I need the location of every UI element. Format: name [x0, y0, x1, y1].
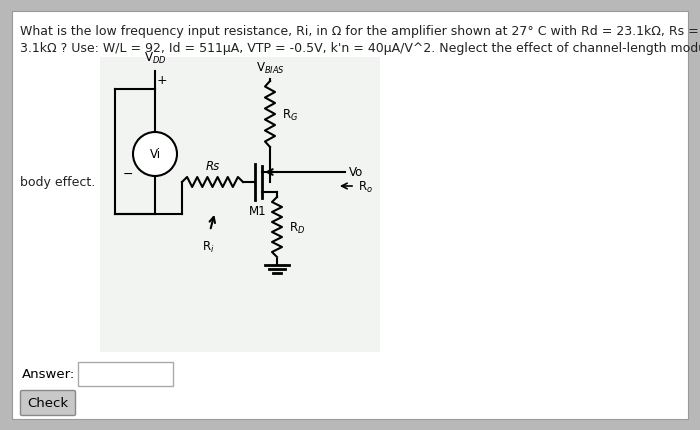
Text: 3.1kΩ ? Use: W/L = 92, Id = 511μA, VTP = -0.5V, k'n = 40μA/V^2. Neglect the effe: 3.1kΩ ? Use: W/L = 92, Id = 511μA, VTP =…	[20, 42, 700, 55]
FancyBboxPatch shape	[20, 390, 76, 415]
Text: M1: M1	[249, 205, 267, 218]
Bar	[100, 58, 380, 352]
Text: What is the low frequency input resistance, Ri, in Ω for the amplifier shown at : What is the low frequency input resistan…	[20, 25, 700, 38]
Text: −: −	[122, 167, 133, 180]
Text: Answer:: Answer:	[22, 368, 76, 381]
Text: body effect.: body effect.	[20, 176, 95, 189]
Text: Rs: Rs	[205, 160, 220, 172]
Text: Vi: Vi	[149, 148, 160, 161]
Text: V$_{DD}$: V$_{DD}$	[144, 51, 166, 66]
Text: R$_i$: R$_i$	[202, 240, 214, 255]
Text: V$_{BIAS}$: V$_{BIAS}$	[256, 61, 284, 76]
Text: Vo: Vo	[349, 166, 363, 179]
Text: Check: Check	[27, 396, 69, 409]
Text: R$_G$: R$_G$	[282, 107, 298, 122]
Text: R$_D$: R$_D$	[289, 220, 305, 235]
Circle shape	[133, 133, 177, 177]
Text: R$_o$: R$_o$	[358, 179, 373, 194]
Bar	[78, 362, 173, 386]
Text: +: +	[157, 74, 167, 86]
